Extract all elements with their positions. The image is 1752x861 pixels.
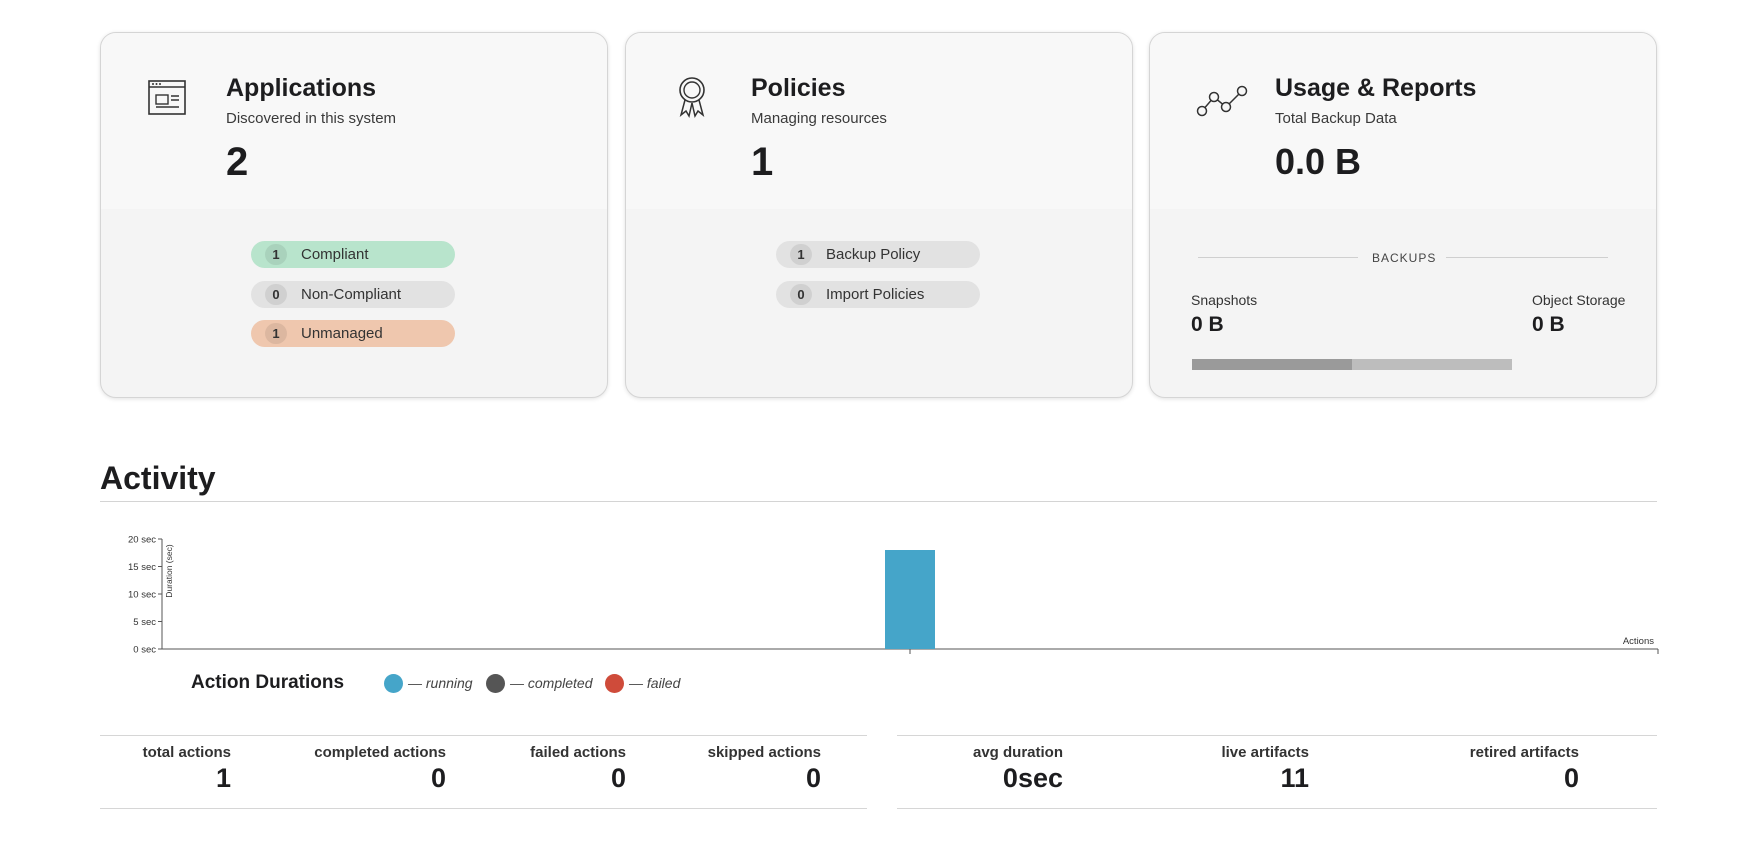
total-backup-data-value: 0.0 B xyxy=(1275,141,1362,182)
y-tick-label: 15 sec xyxy=(128,562,156,573)
card-subtitle: Managing resources xyxy=(751,110,887,127)
pill-count: 1 xyxy=(265,244,287,265)
activity-heading: Activity xyxy=(100,460,216,496)
metric-value: 0sec xyxy=(1002,763,1063,793)
card-subtitle: Discovered in this system xyxy=(226,110,397,127)
action-durations-chart: 0 sec 5 sec 10 sec 15 sec 20 sec Duration (se… xyxy=(128,535,1659,656)
card-title: Applications xyxy=(226,74,377,102)
line-chart-icon xyxy=(1196,85,1248,117)
divider xyxy=(897,735,1657,736)
award-ribbon-icon xyxy=(679,77,705,118)
metric-label: avg duration xyxy=(972,744,1063,761)
card-title: Policies xyxy=(751,74,846,102)
backups-label: BACKUPS xyxy=(1372,251,1437,265)
policies-count: 1 xyxy=(751,140,774,184)
applications-card[interactable]: Applications Discovered in this system 2… xyxy=(100,32,608,398)
divider xyxy=(100,808,867,809)
metric-value: 0 xyxy=(805,763,821,793)
metric-label: failed actions xyxy=(530,744,626,761)
metric-value: 0 xyxy=(1563,763,1579,793)
metric-label: skipped actions xyxy=(707,744,821,761)
bar-running xyxy=(885,550,935,649)
metric-value: 11 xyxy=(1280,763,1309,793)
metric-value: 0 xyxy=(430,763,446,793)
y-tick-label: 10 sec xyxy=(128,590,156,601)
import-policies-pill[interactable]: 0 Import Policies xyxy=(776,281,980,308)
pill-label: Import Policies xyxy=(826,286,925,303)
compliant-pill[interactable]: 1 Compliant xyxy=(251,241,455,268)
object-storage-label: Object Storage xyxy=(1532,292,1626,308)
policies-card[interactable]: Policies Managing resources 1 1 Backup P… xyxy=(625,32,1133,398)
y-axis-label: Duration (sec) xyxy=(164,544,174,598)
divider xyxy=(100,735,867,736)
card-header-area xyxy=(1150,33,1656,209)
metric-label: live artifacts xyxy=(1221,744,1309,761)
completed-actions-metric: completed actions 0 xyxy=(314,744,446,794)
pill-count: 0 xyxy=(265,284,287,305)
pill-count: 1 xyxy=(790,244,812,265)
pill-label: Backup Policy xyxy=(826,246,921,263)
divider xyxy=(1198,257,1358,258)
completed-dot-icon xyxy=(486,674,505,693)
applications-count: 2 xyxy=(226,140,249,184)
metric-label: retired artifacts xyxy=(1469,744,1579,761)
divider xyxy=(1446,257,1608,258)
pill-count: 1 xyxy=(265,323,287,344)
total-actions-metric: total actions 1 xyxy=(143,744,231,794)
metric-value: 1 xyxy=(215,763,231,793)
pill-label: Compliant xyxy=(301,246,369,263)
pill-count: 0 xyxy=(790,284,812,305)
legend-label: — completed xyxy=(510,675,593,691)
storage-split-bar xyxy=(1192,359,1512,370)
pill-label: Non-Compliant xyxy=(301,286,402,303)
snapshots-label: Snapshots xyxy=(1191,292,1258,308)
card-header-area xyxy=(101,33,607,209)
usage-reports-card[interactable]: Usage & Reports Total Backup Data 0.0 B … xyxy=(1149,32,1657,398)
retired-artifacts-metric: retired artifacts 0 xyxy=(1470,744,1579,794)
metric-label: total actions xyxy=(142,744,231,761)
metric-value: 0 xyxy=(610,763,626,793)
snapshots-value: 0 B xyxy=(1191,313,1224,336)
card-title: Usage & Reports xyxy=(1275,74,1477,102)
snapshots-share-fill xyxy=(1192,359,1352,370)
live-artifacts-metric: live artifacts 11 xyxy=(1221,744,1309,794)
x-axis-label: Actions xyxy=(1623,636,1654,647)
non-compliant-pill[interactable]: 0 Non-Compliant xyxy=(251,281,455,308)
skipped-actions-metric: skipped actions 0 xyxy=(708,744,821,794)
backup-policy-pill[interactable]: 1 Backup Policy xyxy=(776,241,980,268)
card-header-area xyxy=(626,33,1132,209)
divider xyxy=(100,501,1657,502)
object-storage-value: 0 B xyxy=(1532,313,1565,336)
running-dot-icon xyxy=(384,674,403,693)
legend-label: — running xyxy=(408,675,473,691)
pill-label: Unmanaged xyxy=(301,325,383,342)
y-tick-label: 5 sec xyxy=(133,617,156,628)
failed-dot-icon xyxy=(605,674,624,693)
metric-label: completed actions xyxy=(314,744,446,761)
y-tick-label: 20 sec xyxy=(128,535,156,546)
failed-actions-metric: failed actions 0 xyxy=(530,744,626,794)
application-window-icon xyxy=(148,80,186,115)
y-tick-label: 0 sec xyxy=(133,645,156,656)
legend-title: Action Durations xyxy=(191,672,345,693)
unmanaged-pill[interactable]: 1 Unmanaged xyxy=(251,320,455,347)
avg-duration-metric: avg duration 0sec xyxy=(973,744,1063,794)
card-subtitle: Total Backup Data xyxy=(1275,110,1397,127)
legend-label: — failed xyxy=(629,675,681,691)
divider xyxy=(897,808,1657,809)
